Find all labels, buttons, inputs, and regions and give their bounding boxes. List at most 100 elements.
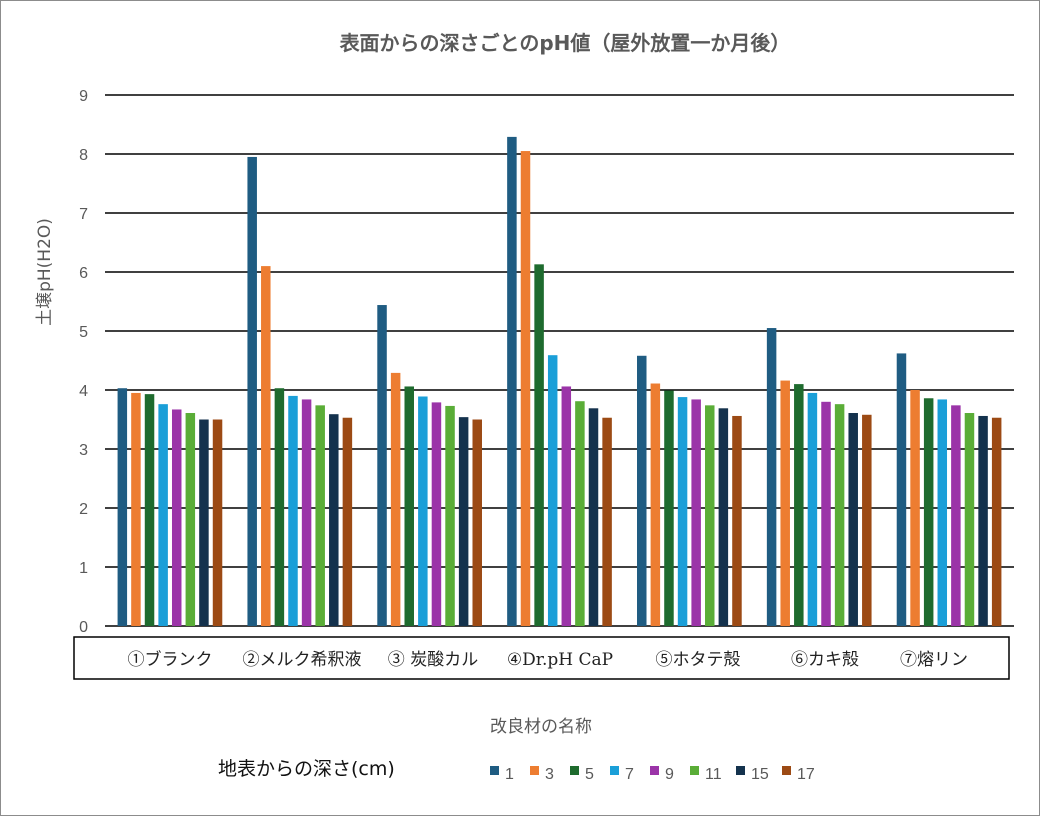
bars bbox=[117, 136, 1002, 627]
legend-swatch-11 bbox=[690, 766, 699, 775]
bar-depth-15-cat-1 bbox=[199, 419, 209, 626]
bar-depth-9-cat-2 bbox=[301, 399, 312, 626]
bar-depth-11-cat-1 bbox=[185, 413, 196, 626]
bar-depth-9-cat-7 bbox=[951, 405, 961, 626]
bar-depth-9-cat-1 bbox=[171, 409, 182, 626]
bar-depth-3-cat-7 bbox=[910, 390, 920, 626]
legend-swatch-5 bbox=[570, 766, 579, 775]
legend-swatch-17 bbox=[782, 766, 791, 775]
y-tick-label: 3 bbox=[79, 442, 88, 459]
bar-depth-3-cat-6 bbox=[780, 380, 790, 626]
y-tick-label: 2 bbox=[79, 501, 88, 518]
legend-label-11: 11 bbox=[705, 766, 722, 783]
bar-depth-15-cat-6 bbox=[848, 413, 858, 626]
legend: 1 3 5 7 9 11 15 17 bbox=[490, 766, 815, 783]
bar-depth-1-cat-4 bbox=[507, 136, 517, 626]
bar-depth-11-cat-6 bbox=[834, 404, 845, 626]
bar-depth-5-cat-3 bbox=[404, 386, 414, 626]
bar-depth-15-cat-4 bbox=[588, 408, 599, 626]
bar-depth-5-cat-7 bbox=[923, 398, 934, 626]
y-tick-label: 7 bbox=[79, 206, 88, 223]
gridlines bbox=[105, 94, 1014, 627]
bar-depth-1-cat-5 bbox=[637, 355, 647, 626]
legend-swatch-3 bbox=[530, 766, 539, 775]
category-label: ④Dr.pH CaP bbox=[507, 650, 613, 670]
bar-depth-15-cat-2 bbox=[329, 414, 339, 626]
legend-label-7: 7 bbox=[625, 766, 634, 783]
bar-depth-1-cat-2 bbox=[247, 156, 257, 626]
y-axis-title: 土壌pH(H2O) bbox=[35, 218, 55, 326]
bar-depth-11-cat-3 bbox=[445, 405, 455, 626]
bar-depth-11-cat-2 bbox=[315, 405, 325, 626]
y-tick-label: 5 bbox=[79, 324, 88, 341]
bar-depth-5-cat-6 bbox=[794, 384, 804, 626]
legend-label-9: 9 bbox=[665, 766, 674, 783]
bar-depth-3-cat-5 bbox=[650, 383, 661, 626]
bar-depth-11-cat-5 bbox=[705, 405, 715, 626]
y-tick-labels: 0 1 2 3 4 5 6 7 8 9 bbox=[79, 88, 88, 636]
bar-depth-1-cat-7 bbox=[896, 353, 907, 626]
bar-depth-17-cat-1 bbox=[212, 419, 223, 626]
bar-depth-7-cat-1 bbox=[158, 404, 168, 626]
bar-depth-1-cat-3 bbox=[377, 305, 387, 626]
bar-depth-7-cat-7 bbox=[937, 399, 948, 626]
bar-depth-3-cat-3 bbox=[390, 372, 401, 626]
y-tick-label: 6 bbox=[79, 265, 88, 282]
category-label: ②メルク希釈液 bbox=[243, 650, 362, 670]
category-label: ⑦熔リン bbox=[900, 650, 968, 670]
category-label-box bbox=[73, 636, 1010, 680]
legend-label-17: 17 bbox=[797, 766, 815, 783]
legend-label-3: 3 bbox=[545, 766, 554, 783]
legend-swatch-15 bbox=[736, 766, 745, 775]
y-tick-label: 8 bbox=[79, 147, 88, 164]
legend-label-15: 15 bbox=[751, 766, 769, 783]
legend-swatch-1 bbox=[490, 766, 499, 775]
category-label: ⑤ホタテ殻 bbox=[656, 650, 741, 670]
bar-depth-3-cat-2 bbox=[261, 266, 271, 626]
bar-depth-15-cat-3 bbox=[458, 417, 469, 626]
bar-depth-17-cat-4 bbox=[602, 417, 612, 626]
x-axis-title: 改良材の名称 bbox=[490, 717, 592, 737]
bar-depth-3-cat-4 bbox=[520, 151, 531, 627]
bar-depth-5-cat-4 bbox=[534, 264, 544, 626]
bar-depth-7-cat-6 bbox=[807, 392, 818, 626]
bar-depth-7-cat-2 bbox=[288, 395, 298, 626]
legend-title: 地表からの深さ(cm) bbox=[218, 758, 395, 780]
legend-label-5: 5 bbox=[585, 766, 594, 783]
bar-depth-1-cat-1 bbox=[117, 388, 128, 626]
bar-depth-17-cat-3 bbox=[472, 419, 482, 626]
bar-depth-7-cat-3 bbox=[418, 396, 428, 626]
category-labels: ①ブランク ②メルク希釈液 ③ 炭酸カル ④Dr.pH CaP ⑤ホタテ殻 ⑥カキ殻 ⑦熔リ… bbox=[128, 649, 969, 670]
bar-depth-11-cat-4 bbox=[575, 401, 585, 626]
category-label: ⑥カキ殻 bbox=[791, 650, 859, 670]
legend-swatch-9 bbox=[650, 766, 659, 775]
bar-depth-17-cat-7 bbox=[991, 417, 1002, 626]
category-label: ③ 炭酸カル bbox=[388, 650, 478, 670]
category-label: ①ブランク bbox=[128, 649, 213, 670]
bar-depth-15-cat-7 bbox=[978, 415, 988, 626]
bar-depth-9-cat-6 bbox=[821, 401, 831, 626]
legend-swatch-7 bbox=[610, 766, 619, 775]
y-tick-label: 9 bbox=[79, 88, 88, 105]
bar-depth-17-cat-5 bbox=[732, 415, 742, 626]
bar-depth-17-cat-6 bbox=[862, 414, 872, 626]
bar-depth-11-cat-7 bbox=[964, 413, 975, 626]
bar-depth-1-cat-6 bbox=[766, 328, 777, 626]
bar-depth-9-cat-5 bbox=[691, 399, 701, 626]
bar-depth-5-cat-1 bbox=[144, 394, 155, 626]
y-tick-label: 4 bbox=[79, 383, 88, 400]
bar-depth-17-cat-2 bbox=[342, 417, 353, 626]
bar-depth-3-cat-1 bbox=[131, 392, 141, 626]
legend-label-1: 1 bbox=[505, 766, 514, 783]
bar-depth-9-cat-3 bbox=[431, 402, 442, 626]
y-tick-label: 0 bbox=[79, 619, 88, 636]
bar-depth-5-cat-2 bbox=[274, 388, 285, 626]
bar-depth-7-cat-4 bbox=[547, 355, 558, 626]
bar-depth-7-cat-5 bbox=[677, 397, 688, 626]
bar-depth-9-cat-4 bbox=[561, 386, 572, 626]
y-tick-label: 1 bbox=[79, 560, 88, 577]
bar-depth-5-cat-5 bbox=[664, 390, 674, 626]
bar-depth-15-cat-5 bbox=[718, 408, 729, 626]
